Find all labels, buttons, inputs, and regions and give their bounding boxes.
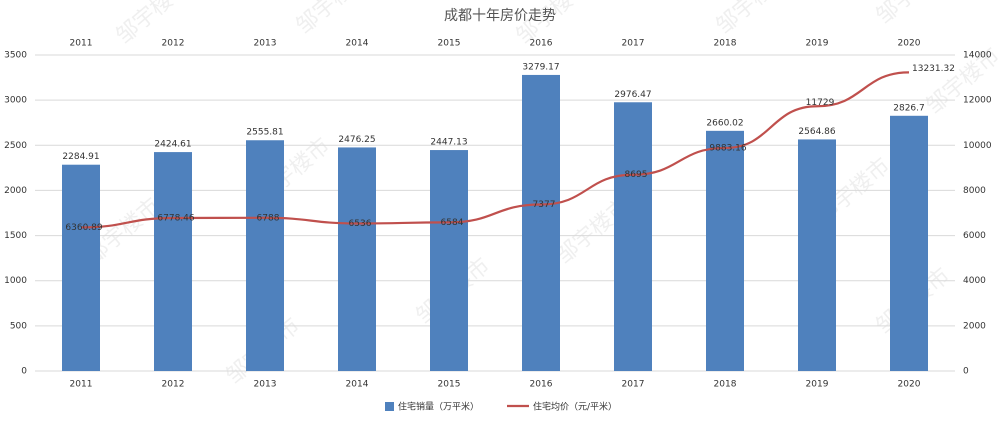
- watermark: 邹宇楼市: [872, 0, 955, 29]
- line-value-label: 13231.32: [912, 64, 955, 74]
- y-tick-label: 1500: [4, 231, 27, 241]
- watermark: 邹宇楼市: [712, 0, 795, 39]
- x-tick-label-top: 2011: [70, 39, 93, 49]
- x-tick-label: 2020: [898, 380, 921, 390]
- line-value-label: 6778.46: [157, 214, 194, 224]
- x-tick-label: 2014: [346, 380, 369, 390]
- line-value-label: 11729: [806, 98, 835, 108]
- y-tick-label: 3500: [4, 51, 27, 61]
- y2-tick-label: 0: [963, 367, 969, 377]
- bar-value-label: 2826.7: [893, 103, 925, 113]
- x-tick-label-top: 2019: [806, 39, 829, 49]
- y-tick-label: 3000: [4, 96, 27, 106]
- bar-value-label: 2976.47: [614, 90, 651, 100]
- x-tick-label-top: 2012: [162, 39, 185, 49]
- bar: [154, 152, 192, 371]
- x-tick-label-top: 2016: [530, 39, 553, 49]
- y2-tick-label: 4000: [963, 276, 986, 286]
- bar: [798, 139, 836, 371]
- chart-title: 成都十年房价走势: [444, 8, 556, 24]
- y2-tick-label: 10000: [963, 141, 992, 151]
- y2-tick-label: 6000: [963, 231, 986, 241]
- bar-value-label: 2447.13: [430, 138, 467, 148]
- y-tick-label: 500: [10, 321, 27, 331]
- bar: [522, 74, 560, 371]
- x-tick-label-top: 2020: [898, 39, 921, 49]
- x-tick-label: 2011: [70, 380, 93, 390]
- watermark: 邹宇楼市: [292, 0, 375, 39]
- bar-value-label: 2424.61: [154, 140, 191, 150]
- bar: [614, 102, 652, 372]
- x-tick-label: 2012: [162, 380, 185, 390]
- bar-value-label: 3279.17: [522, 62, 559, 72]
- bar-value-label: 2564.86: [798, 127, 835, 137]
- x-tick-label: 2016: [530, 380, 553, 390]
- x-tick-label: 2018: [714, 380, 737, 390]
- y-tick-label: 2500: [4, 141, 27, 151]
- x-tick-label-top: 2018: [714, 39, 737, 49]
- y-tick-label: 0: [21, 367, 27, 377]
- x-tick-label: 2015: [438, 380, 461, 390]
- bar: [338, 147, 376, 371]
- y2-tick-label: 12000: [963, 96, 992, 106]
- x-tick-label-top: 2013: [254, 39, 277, 49]
- legend-label: 住宅均价（元/平米）: [533, 401, 617, 413]
- line-value-label: 9883.16: [709, 143, 746, 153]
- line-value-label: 6788: [257, 213, 280, 223]
- bar: [890, 115, 928, 371]
- line-value-label: 8695: [625, 170, 648, 180]
- line-value-label: 6584: [441, 218, 464, 228]
- x-tick-label-top: 2014: [346, 39, 369, 49]
- line-value-label: 7377: [533, 200, 556, 210]
- legend-swatch: [385, 402, 394, 411]
- line: [80, 71, 910, 229]
- x-tick-label: 2017: [622, 380, 645, 390]
- bar-value-label: 2476.25: [338, 135, 375, 145]
- legend-label: 住宅销量（万平米）: [398, 401, 479, 413]
- y2-tick-label: 2000: [963, 321, 986, 331]
- x-tick-label: 2019: [806, 380, 829, 390]
- line-value-label: 6536: [349, 219, 372, 229]
- bar-value-label: 2660.02: [706, 118, 743, 128]
- bar: [706, 130, 744, 371]
- x-tick-label-top: 2015: [438, 39, 461, 49]
- bar-value-label: 2555.81: [246, 128, 283, 138]
- bar: [62, 164, 100, 371]
- x-tick-label: 2013: [254, 380, 277, 390]
- bar: [246, 140, 284, 371]
- y2-tick-label: 8000: [963, 186, 986, 196]
- y2-tick-label: 14000: [963, 51, 992, 61]
- y-tick-label: 2000: [4, 186, 27, 196]
- bar-value-label: 2284.91: [62, 152, 99, 162]
- bar: [430, 150, 468, 371]
- x-tick-label-top: 2017: [622, 39, 645, 49]
- y-tick-label: 1000: [4, 276, 27, 286]
- line-value-label: 6360.89: [65, 223, 102, 233]
